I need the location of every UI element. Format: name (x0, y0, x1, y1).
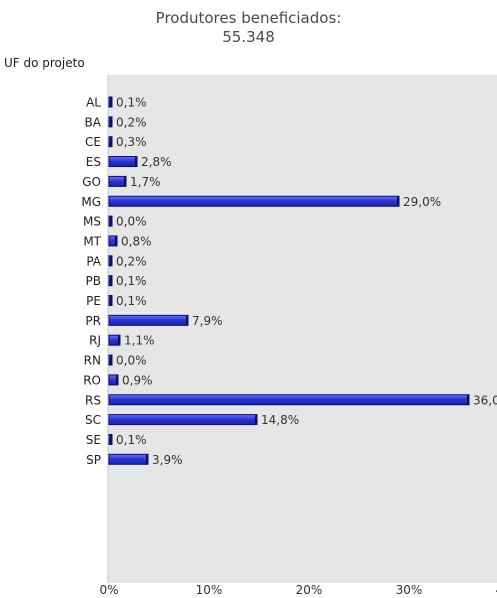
bar-end-rs (467, 394, 469, 405)
value-label-mg: 29,0% (403, 195, 441, 209)
bar-sc (108, 414, 258, 426)
category-label-rs: RS (85, 393, 101, 407)
value-label-mt: 0,8% (121, 234, 152, 248)
x-tick-label: 20% (296, 583, 323, 597)
plot-area (108, 75, 497, 583)
bar-end-mt (115, 235, 117, 246)
bar-pr (108, 314, 189, 326)
value-label-se: 0,1% (116, 433, 147, 447)
category-label-mg: MG (81, 195, 101, 209)
category-label-pe: PE (86, 294, 101, 308)
value-label-sp: 3,9% (152, 453, 183, 467)
bar-sp (108, 453, 149, 465)
bar-end-pa (110, 255, 112, 266)
bar-end-al (110, 97, 112, 107)
bar-go (108, 175, 127, 187)
category-label-rn: RN (84, 354, 101, 368)
value-label-go: 1,7% (130, 175, 161, 189)
category-label-go: GO (82, 175, 101, 189)
category-label-sc: SC (85, 413, 101, 427)
bar-end-ms (110, 216, 112, 227)
chart-title: Produtores beneficiados: (155, 9, 342, 27)
category-label-sp: SP (86, 453, 101, 467)
value-label-ro: 0,9% (122, 373, 153, 387)
value-label-es: 2,8% (141, 155, 172, 169)
category-label-al: AL (86, 96, 101, 110)
category-label-se: SE (86, 433, 101, 447)
bar-end-go (124, 176, 126, 187)
chart-subtitle-total: 55.348 (222, 28, 275, 46)
value-label-pr: 7,9% (192, 314, 223, 328)
bar-end-se (110, 434, 112, 445)
category-label-ba: BA (85, 115, 102, 129)
category-label-rj: RJ (89, 334, 101, 348)
bar-end-mg (397, 196, 399, 207)
category-label-es: ES (86, 155, 101, 169)
y-axis-title: UF do projeto (4, 56, 85, 70)
bar-end-pr (186, 315, 188, 326)
category-label-pr: PR (85, 314, 101, 328)
bar-end-ce (110, 136, 112, 147)
value-label-ce: 0,3% (116, 135, 147, 149)
x-tick-label: 30% (396, 583, 423, 597)
bar-end-rj (118, 335, 120, 346)
bar-mg (108, 195, 400, 207)
category-label-pb: PB (86, 274, 101, 288)
value-label-al: 0,1% (116, 96, 147, 110)
bar-end-sc (255, 414, 257, 425)
bar-end-pb (110, 275, 112, 286)
value-label-ms: 0,0% (116, 215, 147, 229)
category-label-ce: CE (85, 135, 101, 149)
bar-end-rn (110, 355, 112, 366)
x-tick-label: 40% (496, 583, 497, 597)
bar-end-ba (110, 116, 112, 127)
category-label-pa: PA (86, 254, 101, 268)
value-label-pe: 0,1% (116, 294, 147, 308)
category-label-mt: MT (83, 234, 101, 248)
value-label-sc: 14,8% (261, 413, 299, 427)
value-label-rn: 0,0% (116, 354, 147, 368)
bar-end-ro (116, 374, 118, 385)
bar-es (108, 156, 138, 168)
value-label-ba: 0,2% (116, 115, 147, 129)
value-label-pa: 0,2% (116, 254, 147, 268)
category-label-ro: RO (83, 373, 101, 387)
category-label-ms: MS (83, 215, 101, 229)
value-label-rs: 36,0% (473, 393, 497, 407)
x-tick-label: 10% (196, 583, 223, 597)
x-tick-label: 0% (99, 583, 118, 597)
value-label-rj: 1,1% (124, 334, 155, 348)
bar-end-pe (110, 295, 112, 306)
bar-end-sp (146, 454, 148, 465)
value-label-pb: 0,1% (116, 274, 147, 288)
bar-end-es (135, 156, 137, 167)
bar-rs (108, 394, 470, 406)
